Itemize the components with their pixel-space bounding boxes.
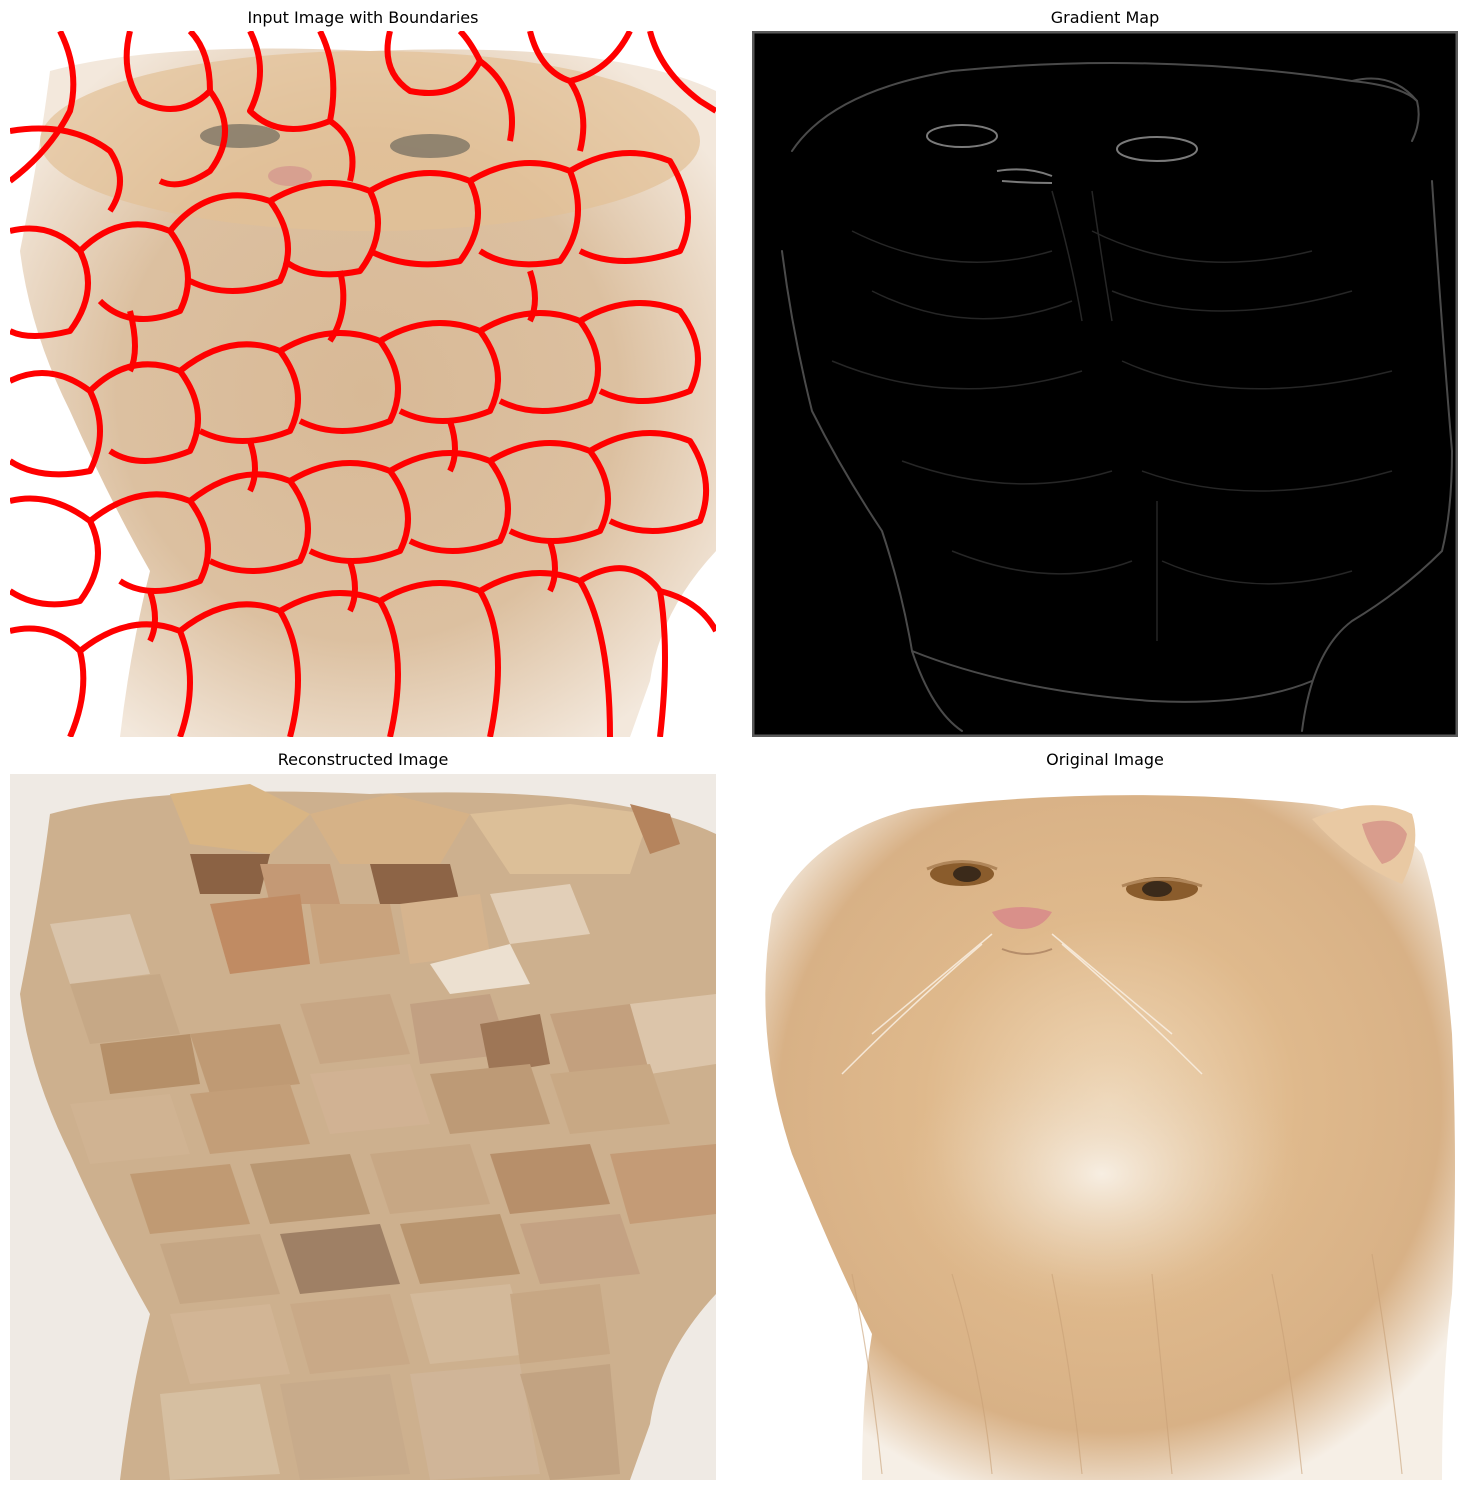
- gradient-map: [752, 31, 1458, 737]
- gradient-map-svg: [752, 31, 1458, 737]
- reconstructed-image: [10, 774, 716, 1480]
- panel-title-gradient-map: Gradient Map: [1050, 8, 1160, 27]
- input-image-svg: [10, 31, 716, 737]
- original-image: [752, 774, 1458, 1480]
- panel-title-reconstructed: Reconstructed Image: [277, 750, 449, 769]
- original-image-svg: [752, 774, 1458, 1480]
- input-image-with-boundaries: [10, 31, 716, 737]
- panel-title-original: Original Image: [1046, 750, 1164, 769]
- panel-title-input-boundaries: Input Image with Boundaries: [247, 8, 479, 27]
- reconstructed-image-svg: [10, 774, 716, 1480]
